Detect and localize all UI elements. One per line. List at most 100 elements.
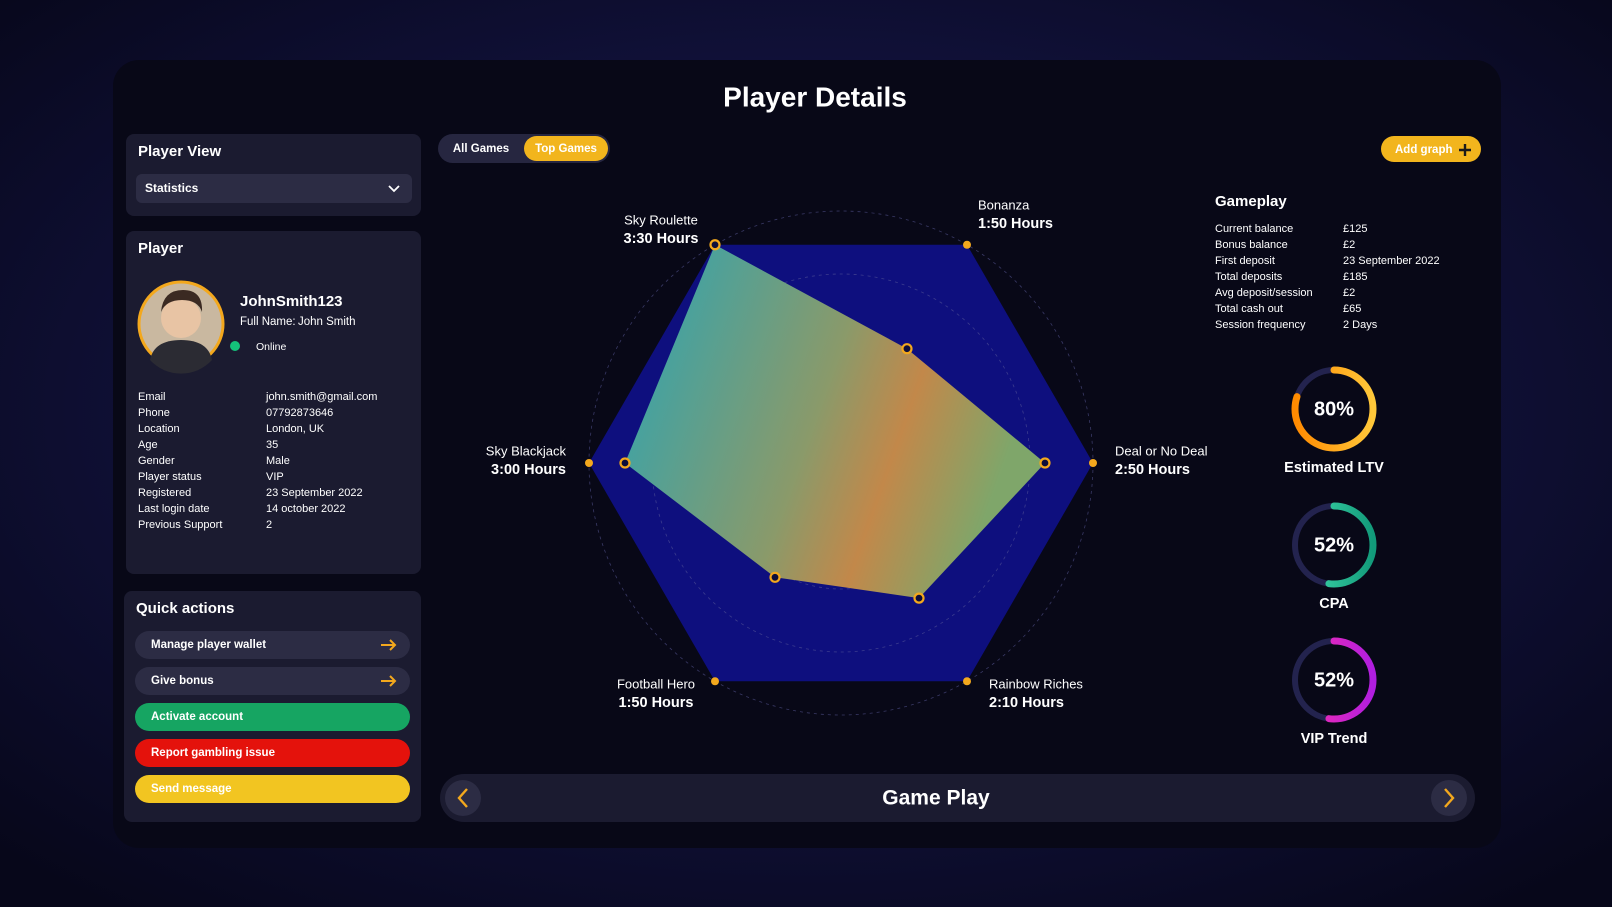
bottom-bar-title: Game Play [882, 787, 990, 810]
avatar-body [150, 340, 212, 374]
detail-value: 2 [266, 519, 272, 531]
radar-point [901, 343, 913, 355]
gameplay-label: Avg deposit/session [1215, 287, 1313, 299]
detail-value: 14 october 2022 [266, 503, 346, 515]
detail-value: VIP [266, 471, 284, 483]
add-graph-label: Add graph [1395, 144, 1453, 156]
gameplay-label: First deposit [1215, 255, 1275, 267]
gauge-name: Estimated LTV [1284, 460, 1384, 476]
tab[interactable]: Top Games [535, 143, 597, 155]
action-button[interactable] [135, 739, 410, 767]
page-title: Player Details [723, 81, 907, 112]
axis-dot [963, 240, 971, 249]
radar-category: Sky Roulette [624, 212, 698, 227]
radar-point [619, 457, 631, 469]
detail-label: Location [138, 423, 180, 435]
detail-value: john.smith@gmail.com [265, 391, 377, 403]
full-name: John Smith [298, 316, 356, 328]
username: JohnSmith123 [240, 293, 343, 310]
detail-label: Registered [138, 487, 191, 499]
gameplay-label: Session frequency [1215, 319, 1306, 331]
radar-point [709, 239, 721, 251]
detail-value: 07792873646 [266, 407, 333, 419]
gameplay-value: £185 [1343, 271, 1367, 283]
detail-label: Last login date [138, 503, 210, 515]
radar-value-label: 2:10 Hours [989, 695, 1064, 711]
radar-category: Bonanza [978, 197, 1030, 212]
axis-dot [963, 677, 971, 686]
dropdown[interactable] [136, 174, 412, 203]
panel-heading: Quick actions [136, 600, 234, 617]
panel-heading: Player [138, 240, 183, 257]
gameplay-label: Total cash out [1215, 303, 1283, 315]
radar-value-label: 3:00 Hours [491, 462, 566, 478]
detail-label: Previous Support [138, 519, 222, 531]
dropdown-chevron [388, 185, 400, 193]
detail-label: Gender [138, 455, 175, 467]
radar-area [625, 244, 1045, 599]
avatar-head [161, 298, 201, 338]
action-label: Give bonus [151, 675, 214, 687]
radar-point [913, 592, 925, 604]
panel-heading: Player View [138, 143, 221, 160]
radar-category: Football Hero [617, 676, 695, 691]
action-label: Send message [151, 783, 232, 795]
status-dot [230, 341, 240, 351]
plus-icon [1459, 144, 1471, 156]
gameplay-value: £2 [1343, 239, 1355, 251]
action-button[interactable] [135, 631, 410, 659]
add-graph-button[interactable] [1381, 136, 1481, 162]
action-arrow [381, 675, 397, 687]
axis-dot [711, 677, 719, 686]
gameplay-heading: Gameplay [1215, 193, 1287, 210]
action-arrow [381, 639, 397, 651]
radar-value-label: 2:50 Hours [1115, 462, 1190, 478]
radar-point [1039, 457, 1051, 469]
action-button[interactable] [135, 667, 410, 695]
action-label: Activate account [151, 711, 243, 723]
gameplay-value: 23 September 2022 [1343, 255, 1440, 267]
gameplay-value: £65 [1343, 303, 1361, 315]
action-label: Report gambling issue [151, 747, 275, 759]
action-button[interactable] [135, 703, 410, 731]
detail-label: Email [138, 391, 166, 403]
prev-button[interactable] [445, 780, 481, 816]
action-button[interactable] [135, 775, 410, 803]
tab[interactable]: All Games [453, 143, 509, 155]
detail-value: London, UK [266, 423, 325, 435]
gauge-arc [1291, 502, 1377, 588]
detail-value: 35 [266, 439, 278, 451]
gameplay-value: £125 [1343, 223, 1367, 235]
radar-point [769, 571, 781, 583]
dropdown-value: Statistics [145, 181, 199, 195]
detail-label: Age [138, 439, 158, 451]
next-button[interactable] [1431, 780, 1467, 816]
gauge-value: 52% [1314, 534, 1354, 556]
radar-value-label: 1:50 Hours [619, 695, 694, 711]
full-name-label: Full Name: [240, 316, 296, 328]
next-chevron [1444, 788, 1455, 808]
detail-value: 23 September 2022 [266, 487, 363, 499]
radar-category: Deal or No Deal [1115, 443, 1208, 458]
radar-category: Sky Blackjack [486, 443, 567, 458]
detail-value: Male [266, 455, 290, 467]
axis-dot [1089, 459, 1097, 467]
radar-value-label: 3:30 Hours [624, 231, 699, 247]
gameplay-label: Bonus balance [1215, 239, 1288, 251]
bottom-bar [440, 774, 1475, 822]
prev-chevron [457, 788, 468, 808]
gauge-arc [1291, 366, 1377, 452]
gauge-name: CPA [1319, 596, 1349, 612]
status: Online [256, 341, 287, 353]
gauge-arc [1291, 637, 1377, 723]
gameplay-label: Current balance [1215, 223, 1293, 235]
gauge-name: VIP Trend [1301, 731, 1368, 747]
gameplay-value: 2 Days [1343, 319, 1378, 331]
axis-dot [585, 459, 593, 467]
gauge-value: 80% [1314, 398, 1354, 420]
avatar-hair [161, 290, 203, 312]
gameplay-label: Total deposits [1215, 271, 1283, 283]
tab-active[interactable] [524, 136, 608, 161]
action-label: Manage player wallet [151, 639, 266, 651]
